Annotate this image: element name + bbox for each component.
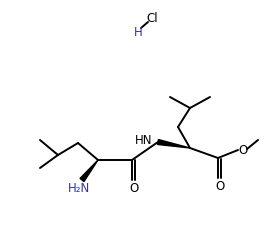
Text: H: H bbox=[134, 25, 142, 39]
Text: Cl: Cl bbox=[146, 12, 158, 25]
Text: H₂N: H₂N bbox=[68, 183, 90, 195]
Text: HN: HN bbox=[135, 135, 152, 148]
Text: O: O bbox=[129, 182, 139, 195]
Text: O: O bbox=[215, 180, 225, 192]
Text: O: O bbox=[238, 143, 248, 156]
Polygon shape bbox=[157, 140, 190, 148]
Polygon shape bbox=[80, 160, 98, 182]
